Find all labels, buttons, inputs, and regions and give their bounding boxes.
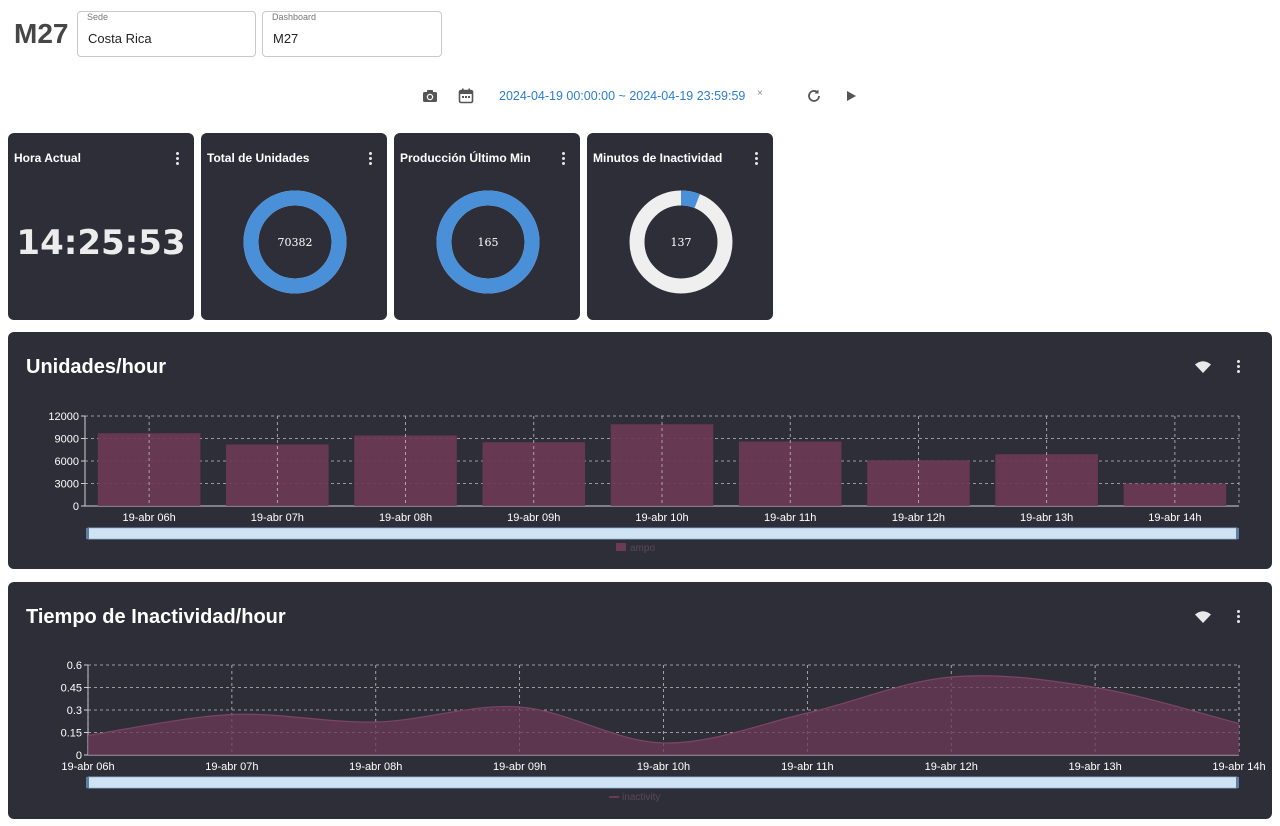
camera-icon[interactable] bbox=[421, 87, 439, 105]
toolbar: 2024-04-19 00:00:00 ~ 2024-04-19 23:59:5… bbox=[0, 84, 1280, 106]
zoom-slider-handle-left bbox=[86, 777, 89, 788]
play-icon[interactable] bbox=[842, 87, 860, 105]
donut-arc bbox=[436, 190, 540, 294]
more-options-icon[interactable] bbox=[176, 152, 180, 166]
x-tick-label: 19-abr 14h bbox=[1148, 512, 1201, 524]
dashboard-select-value: M27 bbox=[273, 31, 299, 46]
donut-value: 70382 bbox=[278, 236, 313, 249]
area-chart-inactividad: 0 0.15 0.3 0.45 0.6 19-abr 06h 19-abr 07h 19-ab… bbox=[61, 660, 1266, 803]
x-tick-label: 19-abr 13h bbox=[1020, 512, 1073, 524]
y-tick-label: 12000 bbox=[48, 411, 79, 423]
bar bbox=[97, 433, 201, 506]
x-tick-label: 19-abr 06h bbox=[123, 512, 176, 524]
panel-unidades-hour: Unidades/hour 0 3000 6000 9000 12000 19-abr 0… bbox=[8, 332, 1272, 569]
more-options-icon[interactable] bbox=[755, 152, 759, 166]
refresh-icon[interactable] bbox=[805, 87, 823, 105]
donut-total-unidades: 70382 bbox=[243, 190, 347, 294]
bar-chart-unidades: 0 3000 6000 9000 12000 19-abr 06h 19-abr 07h 19… bbox=[48, 411, 1240, 554]
legend-swatch bbox=[616, 543, 626, 551]
dashboard-select-label: Dashboard bbox=[272, 12, 317, 22]
card-title: Hora Actual bbox=[14, 151, 81, 165]
zoom-slider-handle-right bbox=[1236, 528, 1239, 539]
x-tick-label: 19-abr 08h bbox=[349, 761, 402, 773]
y-tick-label: 0.15 bbox=[61, 728, 82, 740]
x-tick-label: 19-abr 11h bbox=[781, 761, 833, 773]
zoom-slider-handle-right bbox=[1236, 777, 1239, 788]
x-tick-label: 19-abr 09h bbox=[493, 761, 546, 773]
legend-label: ampo bbox=[630, 543, 655, 554]
card-total-unidades: Total de Unidades 70382 bbox=[201, 133, 387, 320]
y-tick-label: 9000 bbox=[55, 434, 79, 446]
sede-select-label: Sede bbox=[87, 12, 109, 22]
zoom-slider bbox=[87, 776, 1238, 789]
y-tick-label: 0 bbox=[73, 501, 79, 513]
live-signal-icon[interactable] bbox=[1194, 360, 1212, 374]
x-tick-label: 19-abr 14h bbox=[1212, 761, 1265, 773]
donut-minutos-inactividad: 137 bbox=[629, 190, 733, 294]
area-fill bbox=[88, 675, 1239, 755]
card-title: Producción Último Min bbox=[400, 151, 531, 165]
card-title: Total de Unidades bbox=[207, 151, 310, 165]
x-tick-label: 19-abr 13h bbox=[1069, 761, 1122, 773]
x-tick-label: 19-abr 12h bbox=[892, 512, 945, 524]
legend-label: inactivity bbox=[622, 792, 660, 803]
more-options-icon[interactable] bbox=[1237, 360, 1241, 374]
sede-select-value: Costa Rica bbox=[88, 31, 152, 46]
current-time: 14:25:53 bbox=[16, 223, 186, 263]
sede-select[interactable]: Sede Costa Rica bbox=[77, 11, 256, 57]
y-tick-label: 6000 bbox=[55, 456, 79, 468]
panel-title: Unidades/hour bbox=[26, 356, 167, 378]
date-range-picker[interactable]: 2024-04-19 00:00:00 ~ 2024-04-19 23:59:5… bbox=[499, 89, 746, 103]
donut-produccion-ultimo-min: 165 bbox=[436, 190, 540, 294]
card-minutos-inactividad: Minutos de Inactividad 137 bbox=[587, 133, 773, 320]
page-title: M27 bbox=[14, 18, 69, 49]
bar bbox=[995, 454, 1098, 506]
x-tick-label: 19-abr 07h bbox=[251, 512, 304, 524]
more-options-icon[interactable] bbox=[1237, 610, 1241, 624]
donut-value: 165 bbox=[478, 236, 499, 249]
y-tick-label: 3000 bbox=[55, 479, 79, 491]
panel-title: Tiempo de Inactividad/hour bbox=[26, 606, 286, 628]
card-hora-actual: Hora Actual 14:25:53 bbox=[8, 133, 194, 320]
card-title: Minutos de Inactividad bbox=[593, 151, 723, 165]
x-tick-label: 19-abr 06h bbox=[61, 761, 114, 773]
y-tick-label: 0.3 bbox=[67, 705, 82, 717]
y-tick-label: 0.45 bbox=[61, 683, 82, 695]
x-tick-label: 19-abr 07h bbox=[205, 761, 258, 773]
donut-arc bbox=[243, 190, 347, 294]
x-tick-label: 19-abr 10h bbox=[635, 512, 688, 524]
x-tick-label: 19-abr 10h bbox=[637, 761, 690, 773]
x-tick-label: 19-abr 11h bbox=[764, 512, 816, 524]
donut-value: 137 bbox=[671, 236, 692, 249]
dashboard-select[interactable]: Dashboard M27 bbox=[262, 11, 442, 57]
more-options-icon[interactable] bbox=[369, 152, 373, 166]
x-tick-label: 19-abr 09h bbox=[507, 512, 560, 524]
more-options-icon[interactable] bbox=[562, 152, 566, 166]
y-tick-label: 0.6 bbox=[67, 660, 82, 672]
clear-date-icon[interactable]: × bbox=[757, 88, 763, 99]
panel-inactividad-hour: Tiempo de Inactividad/hour 0 0.15 0.3 0.45 0… bbox=[8, 582, 1272, 819]
calendar-icon[interactable] bbox=[457, 87, 475, 105]
live-signal-icon[interactable] bbox=[1194, 610, 1212, 624]
donut-arc bbox=[629, 190, 733, 294]
zoom-slider bbox=[87, 527, 1238, 540]
x-tick-label: 19-abr 12h bbox=[925, 761, 978, 773]
zoom-slider-handle-left bbox=[86, 528, 89, 539]
x-tick-label: 19-abr 08h bbox=[379, 512, 432, 524]
y-tick-label: 0 bbox=[76, 750, 82, 762]
card-produccion-ultimo-min: Producción Último Min 165 bbox=[394, 133, 580, 320]
area-line bbox=[87, 675, 1240, 744]
